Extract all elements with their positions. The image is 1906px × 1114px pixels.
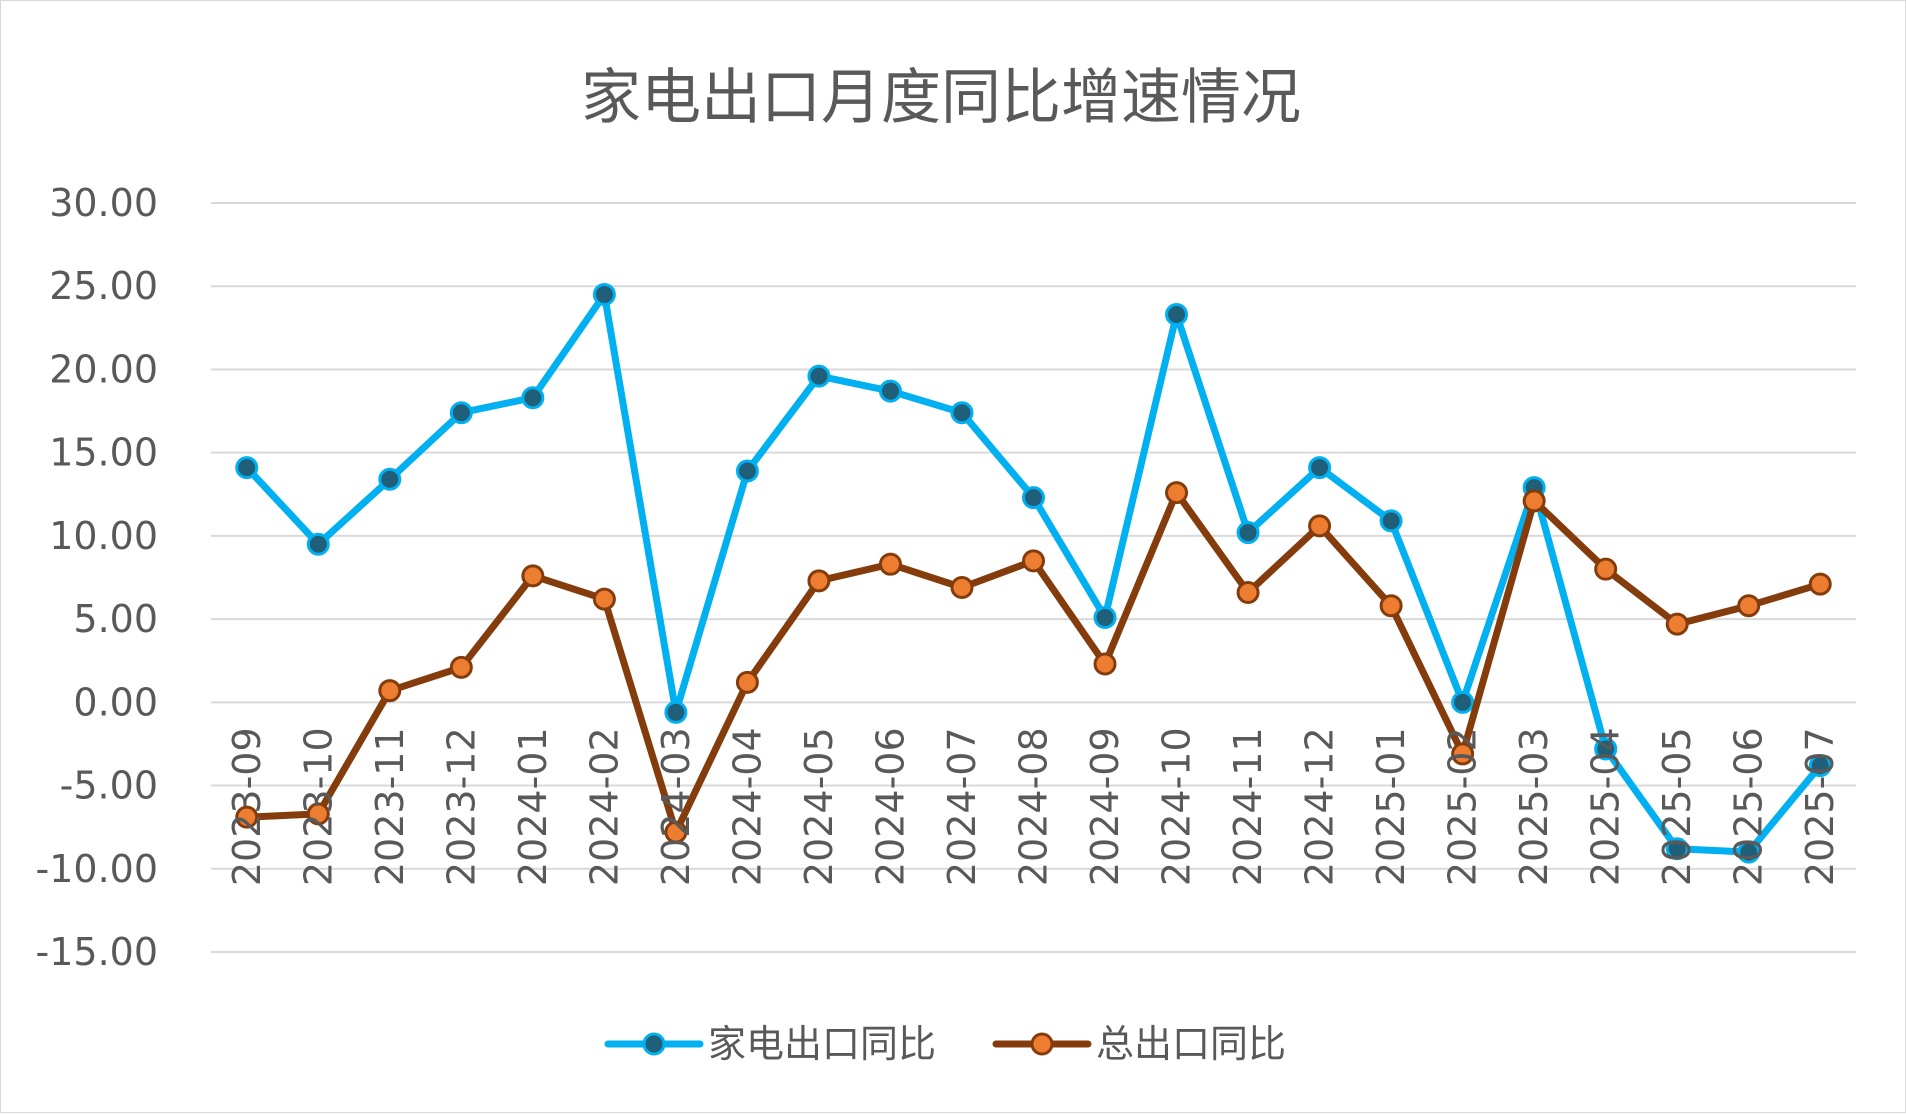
x-tick-label: 2024-07 [940,727,984,886]
legend-label: 总出口同比 [1096,1022,1286,1066]
data-point [735,459,759,483]
data-point [378,679,402,703]
x-tick-label: 2023-11 [368,727,412,886]
data-point [807,364,831,388]
data-point [1022,549,1045,573]
data-point [1093,652,1117,676]
y-tick-label: 5.00 [73,597,158,641]
x-tick-label: 2024-12 [1298,727,1342,886]
data-point [1594,557,1618,581]
y-tick-label: 30.00 [49,181,158,225]
x-tick-label: 2024-04 [725,727,769,886]
x-tick-label: 2025-03 [1512,727,1556,886]
data-point [664,700,688,724]
data-point [306,802,330,826]
data-point [1308,514,1332,538]
x-tick-label: 2025-01 [1369,727,1413,886]
y-axis-tick-labels: 30.00 25.00 20.00 15.00 10.00 5.00 0.00 -5.00 -1… [36,181,159,974]
y-tick-label: -10.00 [36,847,159,891]
data-point [1522,489,1546,513]
x-tick-label: 2023-10 [296,727,340,886]
data-point [878,379,902,403]
y-tick-label: -5.00 [60,764,158,808]
x-tick-label: 2023-09 [225,727,269,886]
legend: 家电出口同比 总出口同比 [604,1022,1286,1066]
data-point [1451,690,1475,714]
data-point [1236,580,1260,604]
data-point [449,401,473,425]
x-tick-label: 2023-12 [439,727,483,886]
x-tick-label: 2024-01 [511,727,555,886]
x-tick-label: 2024-11 [1226,727,1270,886]
data-point [449,655,473,679]
y-tick-label: -15.00 [36,930,159,974]
gridlines [211,202,1856,953]
data-point [306,532,330,556]
x-tick-label: 2024-08 [1012,727,1056,886]
data-point [592,283,616,307]
data-point [950,575,974,599]
data-point [664,820,688,844]
data-point [1308,456,1332,480]
y-tick-label: 0.00 [73,680,158,724]
y-tick-label: 15.00 [49,431,158,475]
data-point [1808,754,1832,778]
data-point [235,805,259,829]
data-point [592,587,616,611]
data-point [1165,303,1189,327]
data-point [1808,572,1832,596]
x-tick-label: 2025-05 [1655,727,1699,886]
data-point [1093,605,1117,629]
y-tick-label: 10.00 [49,514,158,558]
data-point [1451,742,1475,766]
x-tick-label: 2024-03 [654,727,698,886]
x-axis-tick-labels: 2023-09 2023-10 2023-11 2023-12 2024-01 2024-… [225,727,1842,886]
legend-swatch-marker [642,1032,666,1056]
data-point [1665,612,1689,636]
data-point [521,386,545,410]
data-point [235,456,259,480]
data-point [807,569,831,593]
data-point [1022,486,1045,510]
legend-entry-2: 总出口同比 [992,1022,1286,1066]
x-tick-label: 2024-09 [1083,727,1127,886]
data-point [735,670,759,694]
x-tick-label: 2025-02 [1441,727,1485,886]
data-point [950,401,974,425]
series-2 [235,481,1832,844]
data-point [1665,837,1689,861]
x-tick-label: 2024-10 [1155,727,1199,886]
data-point [1379,594,1403,618]
x-tick-label: 2024-06 [868,727,912,886]
data-point [1737,594,1761,618]
y-tick-label: 20.00 [49,347,158,391]
data-point [1165,481,1189,505]
data-point [378,467,402,491]
x-tick-label: 2024-02 [582,727,626,886]
y-tick-label: 25.00 [49,264,158,308]
data-point [1379,509,1403,533]
chart-title: 家电出口月度同比增速情况 [581,63,1301,133]
series-lines [235,283,1832,864]
data-point [521,564,545,588]
data-point [1737,840,1761,864]
series-1 [235,283,1832,864]
x-tick-label: 2025-07 [1798,727,1842,886]
data-point [878,552,902,576]
data-point [1594,737,1618,761]
x-tick-label: 2024-05 [797,727,841,886]
x-tick-label: 2025-04 [1584,727,1628,886]
legend-swatch-marker [1030,1032,1054,1056]
x-tick-label: 2025-06 [1727,727,1771,886]
data-point [1236,521,1260,545]
legend-entry-1: 家电出口同比 [604,1022,936,1066]
legend-label: 家电出口同比 [708,1022,936,1066]
